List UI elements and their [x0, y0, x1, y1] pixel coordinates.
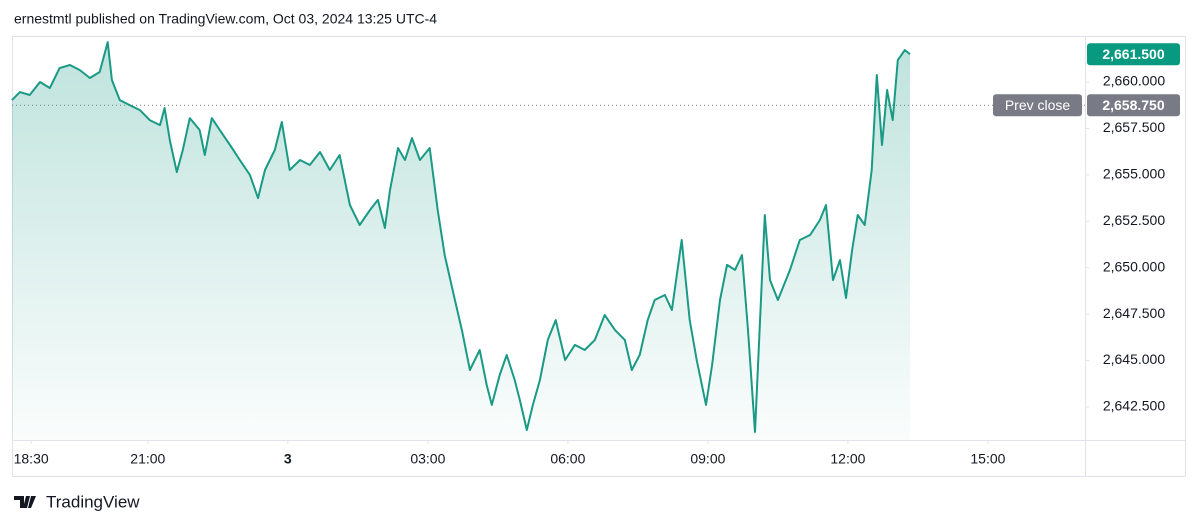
x-tick-label: 03:00 — [410, 451, 445, 467]
x-tick-label: 06:00 — [550, 451, 585, 467]
x-tick-label: 15:00 — [970, 451, 1005, 467]
y-tick-label: 2,642.500 — [1103, 398, 1165, 414]
x-tick-label: 18:30 — [14, 451, 49, 467]
logo-icon — [14, 496, 36, 508]
x-tick-label: 21:00 — [130, 451, 165, 467]
y-tick-label: 2,645.000 — [1103, 351, 1165, 367]
header: ernestmtl published on TradingView.com, … — [14, 11, 437, 27]
last-price-badge — [1087, 43, 1180, 66]
x-tick-label: 3 — [284, 451, 292, 467]
y-tick-label: 2,660.000 — [1103, 73, 1165, 89]
last-price-label: 2,661.500 — [1102, 46, 1164, 62]
y-tick-label: 2,647.500 — [1103, 305, 1165, 321]
price-line — [11, 41, 911, 433]
area-fill — [12, 42, 910, 440]
prev-close-badge — [1087, 94, 1180, 117]
y-tick-label: 2,652.500 — [1103, 212, 1165, 228]
brand-logo: TradingView — [14, 492, 140, 511]
prev-close-name-badge — [993, 94, 1082, 117]
x-tick-label: 09:00 — [690, 451, 725, 467]
y-tick-label: 2,657.500 — [1103, 119, 1165, 135]
prev-close-label: 2,658.750 — [1102, 97, 1164, 113]
brand-name: TradingView — [46, 492, 140, 511]
y-tick-label: 2,650.000 — [1103, 258, 1165, 274]
prev-close-name: Prev close — [1005, 97, 1071, 113]
y-tick-label: 2,655.000 — [1103, 166, 1165, 182]
x-tick-label: 12:00 — [830, 451, 865, 467]
